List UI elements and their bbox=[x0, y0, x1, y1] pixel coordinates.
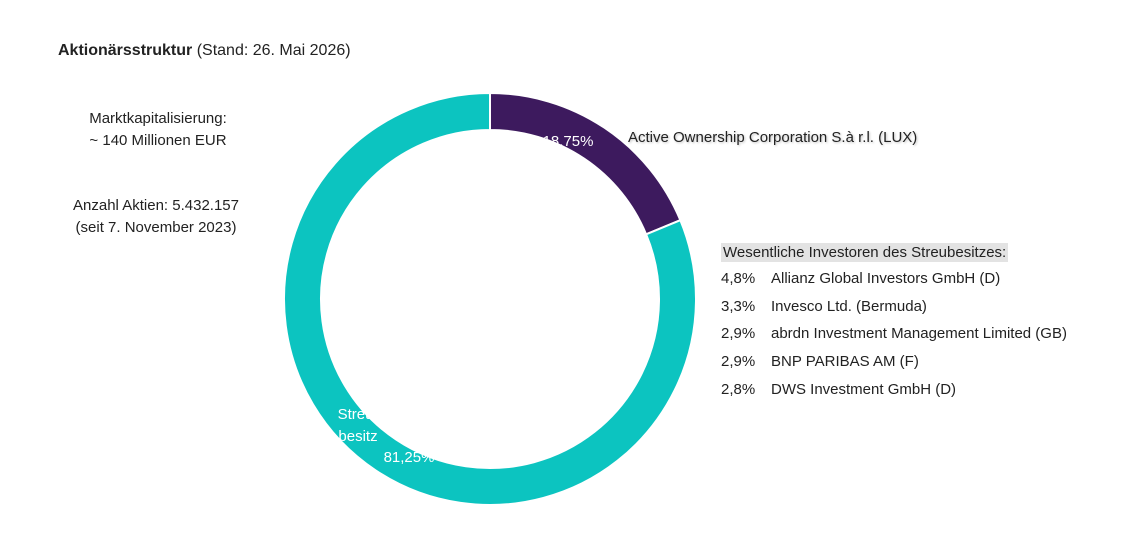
market-cap-info: Marktkapitalisierung: ~ 140 Millionen EU… bbox=[58, 108, 258, 152]
investor-pct: 4,8% bbox=[721, 270, 756, 287]
investor-name: DWS Investment GmbH (D) bbox=[771, 380, 957, 398]
shares-since: (seit 7. November 2023) bbox=[75, 219, 237, 236]
shares-label: Anzahl Aktien: 5.432.157 bbox=[73, 197, 239, 214]
chart-subtitle: (Stand: 26. Mai 2026) bbox=[196, 42, 351, 59]
chart-title-main: Aktionärsstruktur bbox=[58, 42, 193, 59]
shares-info: Anzahl Aktien: 5.432.157 (seit 7. Novemb… bbox=[56, 195, 256, 239]
donut-slice bbox=[489, 91, 682, 236]
slice-callout-aoc: Active Ownership Corporation S.à r.l. (L… bbox=[628, 129, 918, 146]
investor-pct: 2,9% bbox=[721, 325, 756, 343]
investor-item: 3,3% Invesco Ltd. (Bermuda) bbox=[721, 298, 1067, 326]
investor-item: 2,9% BNP PARIBAS AM (F) bbox=[721, 353, 1067, 381]
investor-name: Invesco Ltd. (Bermuda) bbox=[771, 297, 927, 315]
investor-name: Allianz Global Investors GmbH (D) bbox=[771, 270, 1001, 287]
investor-name: BNP PARIBAS AM (F) bbox=[771, 353, 919, 371]
investor-name: abrdn Investment Management Limited (GB) bbox=[771, 325, 1067, 343]
slice-value-label: 81,25% bbox=[384, 449, 435, 466]
investor-item: 2,9% abrdn Investment Management Limited … bbox=[721, 325, 1067, 353]
investor-pct: 2,8% bbox=[721, 380, 756, 398]
chart-title: Aktionärsstruktur (Stand: 26. Mai 2026) bbox=[58, 42, 351, 60]
market-cap-value: ~ 140 Millionen EUR bbox=[89, 132, 227, 149]
investor-pct: 2,9% bbox=[721, 353, 756, 371]
slice-value-label: 18,75% bbox=[543, 133, 594, 150]
investor-item: 4,8% Allianz Global Investors GmbH (D) bbox=[721, 270, 1067, 298]
investors-list: 4,8% Allianz Global Investors GmbH (D) 3,… bbox=[721, 270, 1067, 408]
investors-title: Wesentliche Investoren des Streubesitzes… bbox=[721, 243, 1009, 262]
investor-item: 2,8% DWS Investment GmbH (D) bbox=[721, 381, 1067, 409]
donut-slice bbox=[283, 91, 697, 506]
investor-pct: 3,3% bbox=[721, 297, 756, 315]
slice-name-label: Streu-besitz bbox=[338, 406, 379, 445]
market-cap-label: Marktkapitalisierung: bbox=[89, 110, 227, 127]
